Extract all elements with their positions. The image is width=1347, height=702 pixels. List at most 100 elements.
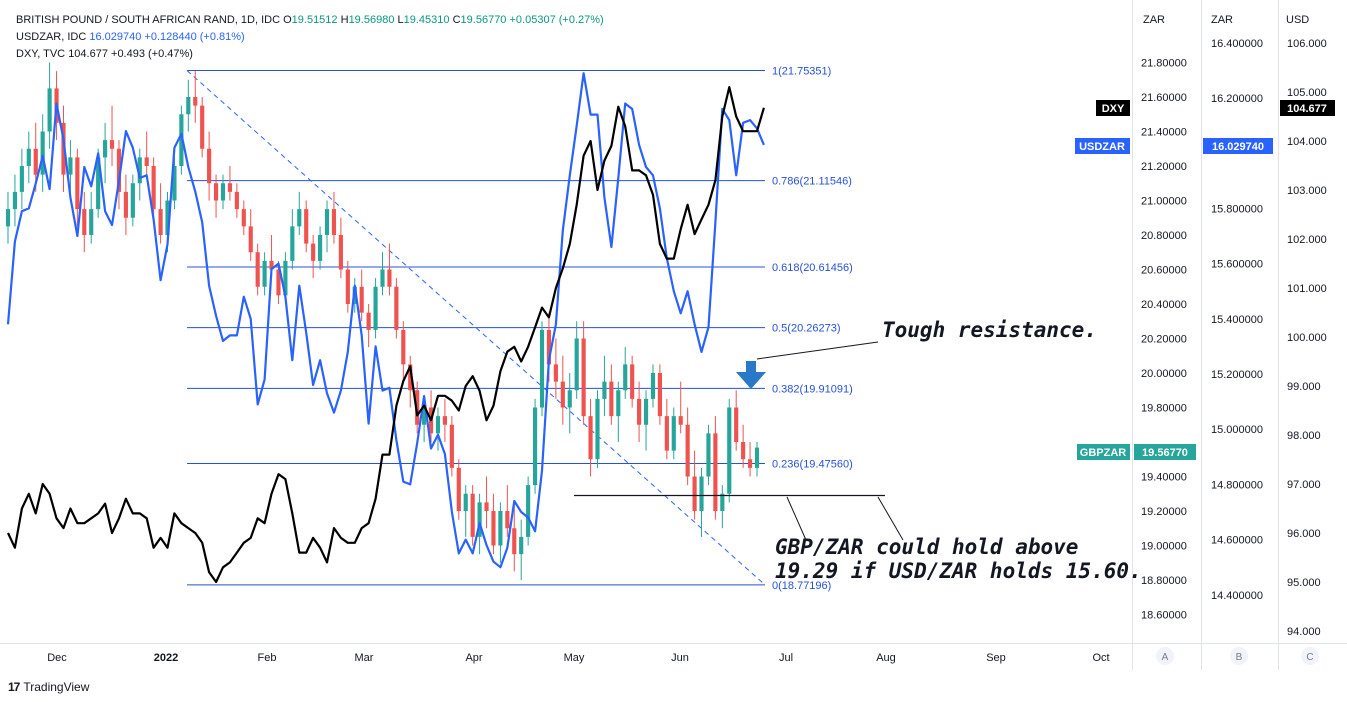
candle-body xyxy=(366,312,371,330)
chart-legend: BRITISH POUND / SOUTH AFRICAN RAND, 1D, … xyxy=(16,12,604,63)
candle-body xyxy=(165,200,170,235)
fibonacci-retracement[interactable]: 1(21.75351) 0.786(21.11546) 0.618(20.61456… xyxy=(187,66,853,592)
legend-low-value: 19.45310 xyxy=(403,14,450,26)
candle-body xyxy=(741,442,746,460)
candle-body xyxy=(213,183,219,201)
support-callout-line-left xyxy=(786,496,807,541)
time-axis-tick-label: May xyxy=(564,652,585,664)
gbpzar-candles xyxy=(5,62,760,580)
legend-low-label: L xyxy=(397,14,404,26)
candle-body xyxy=(595,398,600,460)
candle-body xyxy=(324,209,330,235)
tradingview-footer[interactable]: 17 TradingView xyxy=(8,680,89,694)
legend-gbpzar[interactable]: BRITISH POUND / SOUTH AFRICAN RAND, 1D, … xyxy=(16,12,604,29)
candle-body xyxy=(311,243,316,261)
candle-body xyxy=(532,407,538,486)
plot-area[interactable]: 1(21.75351) 0.786(21.11546) 0.618(20.61456… xyxy=(5,62,904,592)
candle-body xyxy=(609,381,614,417)
axis-c-tick-label: 98.000 xyxy=(1287,430,1321,442)
candle-body xyxy=(200,105,205,149)
candle-body xyxy=(484,502,489,511)
time-axis-tick-label: Aug xyxy=(876,652,896,664)
candle-body xyxy=(505,511,510,529)
axis-a-tick-label: 18.60000 xyxy=(1141,610,1187,622)
legend-open-label: O xyxy=(283,14,292,26)
axis-b-footer-label: B xyxy=(1236,652,1243,663)
candle-body xyxy=(227,183,233,192)
candle-body xyxy=(526,485,531,537)
legend-dxy[interactable]: DXY, TVC 104.677 +0.493 (+0.47%) xyxy=(16,46,604,63)
legend-usdzar[interactable]: USDZAR, IDC 16.029740 +0.128440 (+0.81%) xyxy=(16,29,604,46)
candle-body xyxy=(588,416,593,460)
candle-body xyxy=(553,364,558,382)
axis-a-tick-label: 18.80000 xyxy=(1141,575,1187,587)
price-axis-dxy[interactable]: 106.000 105.000 104.000 103.000 102.000 101.0… xyxy=(1287,38,1327,638)
axis-c-tick-label: 104.000 xyxy=(1287,136,1327,148)
axis-c-tick-label: 102.000 xyxy=(1287,234,1327,246)
candle-body xyxy=(61,122,66,175)
support-callout-line-right xyxy=(877,496,904,541)
fibonacci-trend-line[interactable] xyxy=(186,70,766,586)
tradingview-brand: TradingView xyxy=(23,680,90,694)
candle-body xyxy=(567,390,572,408)
candle-body xyxy=(331,209,337,235)
axis-b-footer-button[interactable]: B xyxy=(1230,647,1248,665)
candle-body xyxy=(40,131,45,175)
candle-body xyxy=(304,209,309,244)
candle-body xyxy=(109,140,115,149)
candle-body xyxy=(449,424,454,468)
candle-body xyxy=(96,157,101,210)
axis-c-footer-button[interactable]: C xyxy=(1301,647,1319,665)
candle-body xyxy=(75,157,80,210)
time-axis-tick-label: Apr xyxy=(465,652,482,664)
axis-a-tick-label: 21.60000 xyxy=(1141,92,1187,104)
candle-body xyxy=(144,157,149,166)
axis-c-tick-label: 94.000 xyxy=(1287,626,1321,638)
candle-body xyxy=(345,269,350,304)
candle-body xyxy=(678,416,683,425)
axis-c-header: USD xyxy=(1286,14,1309,26)
fib-level-label: 0.382(19.91091) xyxy=(772,383,853,395)
candle-body xyxy=(193,97,198,106)
axis-b-tick-label: 15.200000 xyxy=(1211,369,1263,381)
legend-dxy-change: +0.493 (+0.47%) xyxy=(111,48,193,60)
candle-body xyxy=(47,88,52,132)
candle-body xyxy=(262,260,267,287)
axis-a-tick-label: 19.40000 xyxy=(1141,472,1187,484)
axis-b-tick-label: 14.600000 xyxy=(1211,535,1263,547)
candle-body xyxy=(491,511,496,546)
candle-body xyxy=(103,140,108,158)
dxy-series-line xyxy=(7,86,765,584)
candle-body xyxy=(82,209,87,235)
candle-body xyxy=(26,148,31,166)
candle-body xyxy=(68,157,73,175)
candle-body xyxy=(422,407,427,425)
candle-body xyxy=(5,209,11,227)
candle-body xyxy=(359,286,364,313)
axis-c-tick-label: 97.000 xyxy=(1287,479,1321,491)
axis-c-tick-label: 103.000 xyxy=(1287,185,1327,197)
time-axis[interactable]: Dec 2022 Feb Mar Apr May Jun Jul Aug Sep Oct xyxy=(47,652,1109,664)
candle-body xyxy=(442,416,447,425)
candle-body xyxy=(456,467,461,511)
price-axis-gbpzar[interactable]: 21.80000 21.60000 21.40000 21.20000 21.00000… xyxy=(1141,58,1187,622)
candle-body xyxy=(581,338,586,417)
axis-a-footer-button[interactable]: A xyxy=(1156,647,1174,665)
legend-close-label: C xyxy=(452,14,461,26)
candle-body xyxy=(671,416,676,451)
candle-body xyxy=(685,424,690,477)
price-axis-usdzar[interactable]: 16.400000 16.200000 15.800000 15.600000 15.4… xyxy=(1211,38,1263,602)
axis-c-tick-label: 101.000 xyxy=(1287,283,1327,295)
candle-body xyxy=(255,252,260,287)
candle-body xyxy=(290,226,295,261)
usdzar-series-line xyxy=(6,72,765,569)
dxy-tag-label: DXY xyxy=(1102,103,1125,115)
candle-body xyxy=(650,373,656,399)
gbpzar-tag-value: 19.56770 xyxy=(1142,447,1188,459)
candle-body xyxy=(463,493,468,511)
axis-b-tick-label: 15.600000 xyxy=(1211,259,1263,271)
time-axis-tick-label: Jun xyxy=(671,652,689,664)
axis-a-footer-label: A xyxy=(1162,652,1169,663)
candle-body xyxy=(692,476,697,511)
